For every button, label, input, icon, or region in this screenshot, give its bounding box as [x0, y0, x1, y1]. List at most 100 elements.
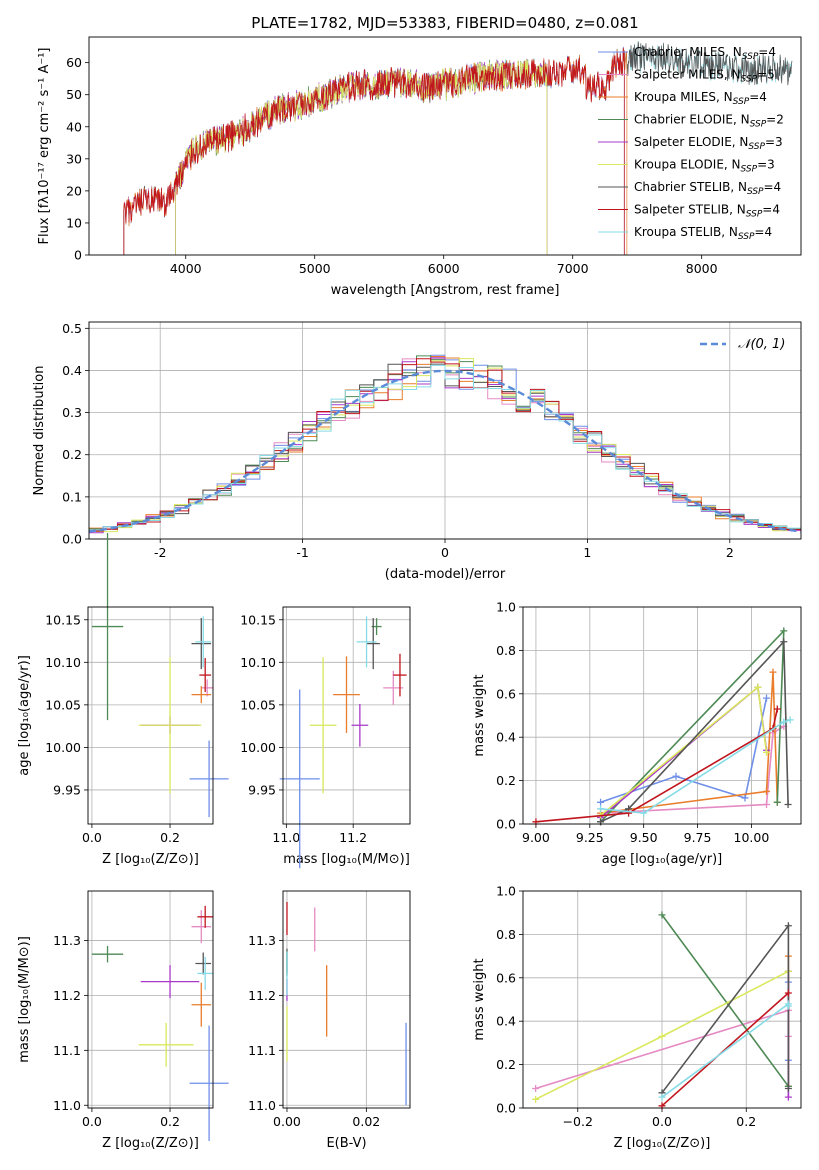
- y-tick-label: 11.0: [248, 1098, 276, 1113]
- y-tick-label: 0.2: [496, 1057, 516, 1072]
- x-tick-label: 9.50: [630, 830, 658, 845]
- y-tick-label: 0.4: [496, 730, 516, 745]
- errorbar-point: [195, 952, 212, 975]
- y-axis-label: age [log₁₀(age/yr)]: [17, 655, 32, 776]
- legend-label: Chabrier MILES, NSSP=4: [634, 45, 776, 62]
- legend-count: =4: [749, 90, 767, 104]
- errorbar-point: [191, 982, 212, 1027]
- chart-title: PLATE=1782, MJD=53383, FIBERID=0480, z=0…: [251, 14, 638, 32]
- weight-marker: [773, 798, 781, 806]
- legend-label: Salpeter MILES, NSSP=5: [634, 68, 775, 85]
- y-tick-label: 0.3: [62, 405, 82, 420]
- y-tick-label: 50: [66, 87, 82, 102]
- legend-count: =3: [765, 135, 783, 149]
- y-tick-label: 10.10: [240, 655, 276, 670]
- legend-subscript: SSP: [741, 75, 758, 85]
- errorbar-point: [309, 657, 337, 794]
- y-tick-label: 11.2: [248, 988, 276, 1003]
- x-axis-label: Z [log₁₀(Z/Z⊙)]: [102, 1136, 199, 1151]
- errorbar-point: [91, 945, 124, 963]
- y-axis-label: Normed distribution: [32, 366, 47, 496]
- axes-frame: [87, 606, 214, 825]
- y-tick-label: 11.3: [248, 933, 276, 948]
- y-tick-label: 0.8: [496, 643, 516, 658]
- legend-label: Chabrier ELODIE, NSSP=2: [634, 113, 784, 130]
- y-tick-label: 0.2: [496, 773, 516, 788]
- errorbar-point: [333, 656, 360, 733]
- weight-marker: [640, 809, 648, 817]
- weight-marker: [763, 800, 771, 808]
- y-tick-label: 9.95: [248, 782, 276, 797]
- weight-line-chabrier-elodie: [661, 914, 790, 1087]
- y-tick-label: 11.0: [53, 1098, 81, 1113]
- x-tick-label: 1: [583, 545, 591, 560]
- y-tick-label: 10: [66, 215, 82, 230]
- weight-marker: [658, 1032, 666, 1040]
- x-tick-label: 11.0: [272, 830, 300, 845]
- legend-name: Kroupa MILES, N: [634, 90, 733, 104]
- y-axis-label: Flux [fλ10⁻¹⁷ erg cm⁻² s⁻¹ A⁻¹]: [37, 48, 52, 245]
- weight-marker: [658, 1093, 666, 1101]
- legend-name: Chabrier MILES, N: [634, 45, 742, 59]
- legend-count: =4: [758, 45, 776, 59]
- y-tick-label: 10.05: [240, 697, 276, 712]
- legend-name: Kroupa ELODIE, N: [634, 158, 741, 172]
- errorbar-point: [195, 616, 212, 668]
- residuals-chart: -2 -1 0 1 2 0.0 0.1 0.2 0.3 0.4 0.5 (data-model)/er…: [32, 321, 802, 582]
- mass-vs-ebv-chart: 0.00 0.02 11.0 11.1 11.2 11.3 E(B-V): [248, 890, 411, 1151]
- x-axis-label: Z [log₁₀(Z/Z⊙)]: [614, 1136, 711, 1151]
- weight-marker: [763, 787, 771, 795]
- weight-marker: [741, 794, 749, 802]
- y-tick-label: 0.2: [62, 447, 82, 462]
- legend-count: =4: [762, 203, 780, 217]
- errorbar-point: [191, 686, 212, 704]
- legend-subscript: SSP: [738, 232, 755, 242]
- weight-marker: [784, 922, 792, 930]
- legend-name: Salpeter ELODIE, N: [634, 135, 748, 149]
- y-tick-label: 0.5: [62, 321, 82, 336]
- weight-marker: [784, 989, 792, 997]
- x-tick-label: 0.2: [160, 830, 180, 845]
- x-tick-label: 4000: [170, 261, 202, 276]
- legend-name: Salpeter STELIB, N: [634, 203, 746, 217]
- weight-marker: [672, 772, 680, 780]
- x-tick-label: 0.0: [82, 1114, 102, 1129]
- y-tick-label: 0.1: [62, 489, 82, 504]
- x-tick-label: 0.00: [273, 1114, 301, 1129]
- y-tick-label: 10.10: [45, 655, 81, 670]
- weight-line-salpeter-stelib: [661, 992, 789, 1107]
- x-axis-label: age [log₁₀(age/yr)]: [602, 852, 723, 867]
- legend-subscript: SSP: [748, 142, 765, 152]
- x-tick-label: 5000: [299, 261, 331, 276]
- weight-marker: [780, 627, 788, 635]
- x-tick-label: -2: [154, 545, 166, 560]
- weight-marker: [763, 694, 771, 702]
- x-axis-label: wavelength [Angstrom, rest frame]: [331, 283, 560, 298]
- legend-label: Kroupa ELODIE, NSSP=3: [634, 158, 775, 175]
- legend-subscript: SSP: [733, 97, 750, 107]
- errorbar-point: [191, 618, 212, 670]
- weight-marker: [754, 683, 762, 691]
- age-vs-Z-chart: 0.0 0.2 9.95 10.00 10.05 10.10 10.15 Z [log₁₀(Z…: [17, 532, 229, 867]
- weight-vs-Z-chart: −0.2 0.0 0.2 0.0 0.2 0.4 0.6 0.8 1.0 Z [log₁₀(Z/Z…: [472, 884, 802, 1151]
- axes-frame: [282, 890, 411, 1109]
- x-tick-label: 0.0: [652, 1114, 672, 1129]
- x-tick-label: 9.25: [576, 830, 604, 845]
- errorbar-point: [201, 679, 213, 697]
- legend-count: =2: [766, 113, 784, 127]
- x-tick-label: 0.2: [160, 1114, 180, 1129]
- legend-subscript: SSP: [742, 52, 759, 62]
- y-tick-label: 11.2: [53, 988, 81, 1003]
- y-tick-label: 1.0: [496, 600, 516, 615]
- legend-name: Chabrier STELIB, N: [634, 180, 747, 194]
- x-tick-label: 2: [726, 545, 734, 560]
- legend-label: 𝒩(0, 1): [738, 337, 785, 352]
- x-tick-label: 6000: [428, 261, 460, 276]
- legend-name: Chabrier ELODIE, N: [634, 113, 750, 127]
- weight-marker: [658, 911, 666, 919]
- legend-subscript: SSP: [741, 165, 758, 175]
- axes-frame: [88, 36, 802, 256]
- y-tick-label: 10.15: [240, 612, 276, 627]
- legend-count: =4: [754, 225, 772, 239]
